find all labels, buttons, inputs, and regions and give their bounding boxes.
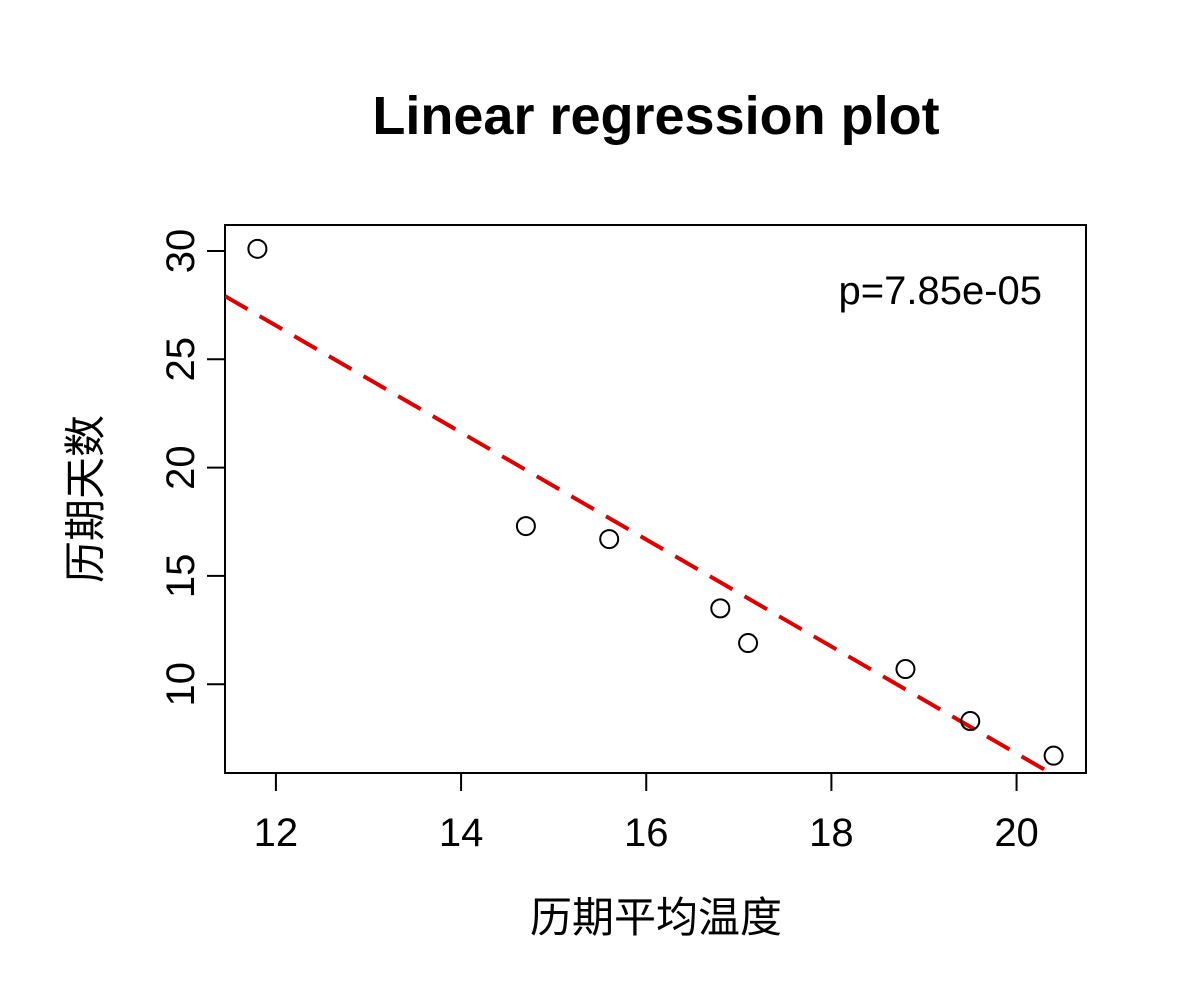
data-point [247, 238, 268, 259]
data-point [1043, 745, 1064, 766]
p-value-annotation: p=7.85e-05 [838, 269, 1042, 313]
data-point [515, 516, 536, 537]
chart-title: Linear regression plot [372, 86, 939, 146]
regression-line [225, 294, 1055, 773]
plot-frame [224, 224, 1087, 774]
x-tick-label: 20 [994, 811, 1039, 855]
y-tick-label: 25 [159, 337, 203, 382]
x-tick-label: 12 [254, 811, 299, 855]
x-tick-label: 14 [439, 811, 484, 855]
data-point [710, 598, 731, 619]
data-point [599, 529, 620, 550]
x-axis: 12 14 16 18 20 [254, 773, 1039, 855]
regression-layer [225, 294, 1055, 773]
x-tick-label: 16 [624, 811, 669, 855]
y-axis: 10 15 20 25 30 [159, 229, 225, 707]
y-tick-label: 30 [159, 229, 203, 274]
y-axis-label: 历期天数 [61, 415, 110, 583]
x-tick-label: 18 [809, 811, 854, 855]
y-tick-label: 10 [159, 662, 203, 707]
y-tick-label: 20 [159, 445, 203, 490]
x-axis-label: 历期平均温度 [530, 893, 782, 942]
data-point [738, 633, 759, 654]
data-point [895, 659, 916, 680]
y-tick-label: 15 [159, 554, 203, 599]
data-point [960, 711, 981, 732]
points-layer [247, 238, 1064, 766]
